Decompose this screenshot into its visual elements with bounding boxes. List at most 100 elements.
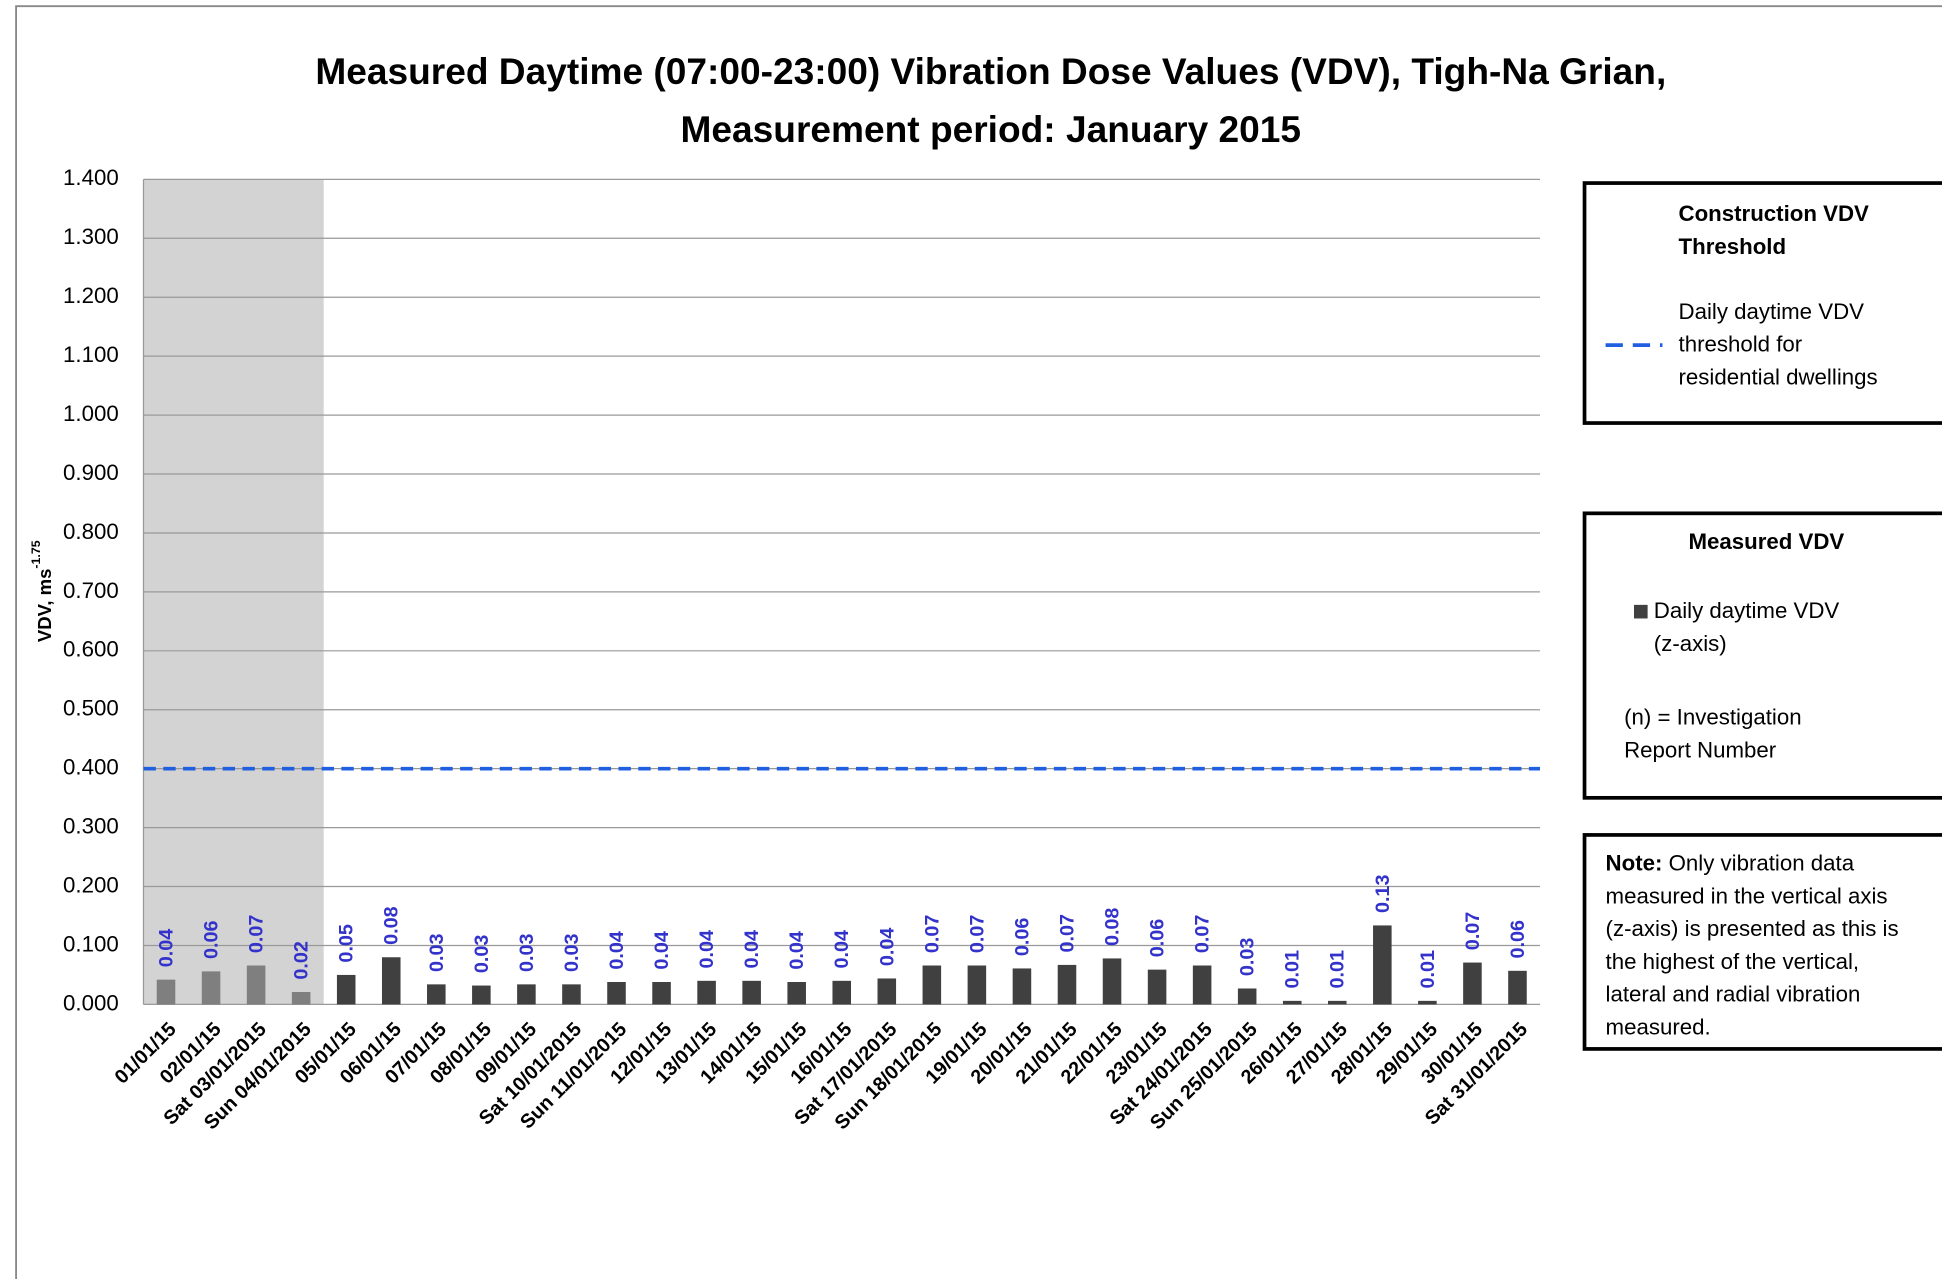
value-label: 0.07 xyxy=(921,915,943,954)
y-tick-label: 0.300 xyxy=(63,813,119,838)
note-text: measured in the vertical axis xyxy=(1606,883,1888,908)
y-tick-label: 0.800 xyxy=(63,519,119,544)
y-tick-label: 0.200 xyxy=(63,872,119,897)
value-label: 0.06 xyxy=(201,921,223,960)
bar xyxy=(201,971,221,1005)
bar xyxy=(291,992,311,1005)
value-label: 0.07 xyxy=(966,915,988,954)
value-label: 0.06 xyxy=(1011,918,1033,957)
bar xyxy=(607,982,626,1005)
bar xyxy=(517,984,536,1005)
y-tick-label: 0.600 xyxy=(63,637,119,662)
value-label: 0.04 xyxy=(606,931,628,970)
legend-entry: Daily daytime VDV xyxy=(1654,598,1840,623)
y-axis-label: VDV, ms-1.75 xyxy=(29,540,54,642)
bar xyxy=(697,980,716,1005)
legend-entry: threshold for xyxy=(1679,332,1803,357)
bar xyxy=(967,965,987,1005)
legend-box xyxy=(1582,181,1942,425)
note-text: lateral and radial vibration xyxy=(1606,982,1861,1007)
y-tick-label: 0.900 xyxy=(63,460,119,485)
y-tick-label: 0.400 xyxy=(63,755,119,780)
legend-entry: (z-axis) xyxy=(1654,631,1727,656)
value-label: 0.13 xyxy=(1372,875,1394,914)
value-label: 0.01 xyxy=(1417,950,1439,989)
bar xyxy=(1012,968,1032,1005)
value-label: 0.03 xyxy=(561,933,583,972)
bar xyxy=(1147,969,1167,1005)
value-label: 0.08 xyxy=(1102,908,1124,947)
bar xyxy=(652,982,671,1005)
chart-title: Measurement period: January 2015 xyxy=(681,108,1302,150)
value-label: 0.04 xyxy=(651,931,673,970)
bar xyxy=(1327,1000,1347,1005)
bar xyxy=(1418,1000,1437,1005)
y-tick-label: 0.000 xyxy=(63,990,119,1015)
y-axis-label-text: VDV, ms xyxy=(34,569,55,643)
value-label: 0.07 xyxy=(246,915,268,954)
y-tick-label: 0.100 xyxy=(63,931,119,956)
value-label: 0.04 xyxy=(741,930,763,969)
value-label: 0.05 xyxy=(336,924,358,963)
note-text: measured. xyxy=(1606,1014,1711,1039)
y-tick-label: 1.400 xyxy=(63,165,119,190)
value-label: 0.03 xyxy=(426,933,448,972)
bar xyxy=(1102,958,1122,1005)
legend-title: Construction VDV xyxy=(1679,201,1870,226)
value-label: 0.07 xyxy=(1462,912,1484,951)
bar xyxy=(922,965,942,1005)
bar xyxy=(877,978,897,1005)
bar xyxy=(1237,988,1257,1005)
legend-text: Report Number xyxy=(1624,737,1777,762)
bar xyxy=(742,980,761,1005)
y-tick-label: 1.300 xyxy=(63,224,119,249)
value-label: 0.07 xyxy=(1056,914,1078,953)
bar xyxy=(381,957,401,1005)
bar xyxy=(246,965,266,1005)
note-line: Only vibration data xyxy=(1669,850,1855,875)
value-label: 0.04 xyxy=(831,930,853,969)
legend-box xyxy=(1582,511,1942,800)
bar xyxy=(1192,965,1212,1005)
bar xyxy=(156,979,176,1005)
value-label: 0.07 xyxy=(1192,915,1214,954)
value-label: 0.03 xyxy=(471,935,493,974)
legend-box xyxy=(1582,833,1942,1051)
legend-entry: Daily daytime VDV xyxy=(1679,299,1865,324)
value-label: 0.04 xyxy=(786,931,808,970)
bar xyxy=(1508,970,1527,1005)
y-tick-label: 0.500 xyxy=(63,696,119,721)
value-label: 0.04 xyxy=(696,930,718,969)
bar xyxy=(472,985,491,1005)
bar xyxy=(1282,1000,1302,1005)
note-text: Note: Only vibration data xyxy=(1606,850,1855,875)
legend-swatch xyxy=(1634,604,1648,619)
bar xyxy=(562,984,581,1005)
y-tick-label: 1.200 xyxy=(63,283,119,308)
legend-entry: residential dwellings xyxy=(1679,364,1878,389)
legend-title: Measured VDV xyxy=(1688,529,1844,554)
y-tick-label: 0.700 xyxy=(63,578,119,603)
y-tick-label: 1.000 xyxy=(63,401,119,426)
value-label: 0.02 xyxy=(291,941,313,980)
y-axis-label-sup: -1.75 xyxy=(29,540,43,568)
y-tick-label: 1.100 xyxy=(63,342,119,367)
value-label: 0.01 xyxy=(1282,950,1304,989)
value-label: 0.04 xyxy=(876,928,898,967)
bar xyxy=(1463,962,1482,1005)
legend-text: (n) = Investigation xyxy=(1624,705,1801,730)
value-label: 0.04 xyxy=(155,929,177,968)
bar xyxy=(787,982,806,1005)
bar xyxy=(427,984,446,1005)
value-label: 0.06 xyxy=(1507,920,1529,959)
value-label: 0.08 xyxy=(381,906,403,945)
value-label: 0.01 xyxy=(1327,950,1349,989)
value-label: 0.03 xyxy=(516,933,538,972)
chart-title: Measured Daytime (07:00-23:00) Vibration… xyxy=(315,50,1666,92)
bar xyxy=(832,980,852,1005)
note-label: Note: xyxy=(1606,850,1663,875)
bar xyxy=(1373,925,1392,1005)
value-label: 0.03 xyxy=(1237,938,1259,977)
value-label: 0.06 xyxy=(1147,919,1169,958)
